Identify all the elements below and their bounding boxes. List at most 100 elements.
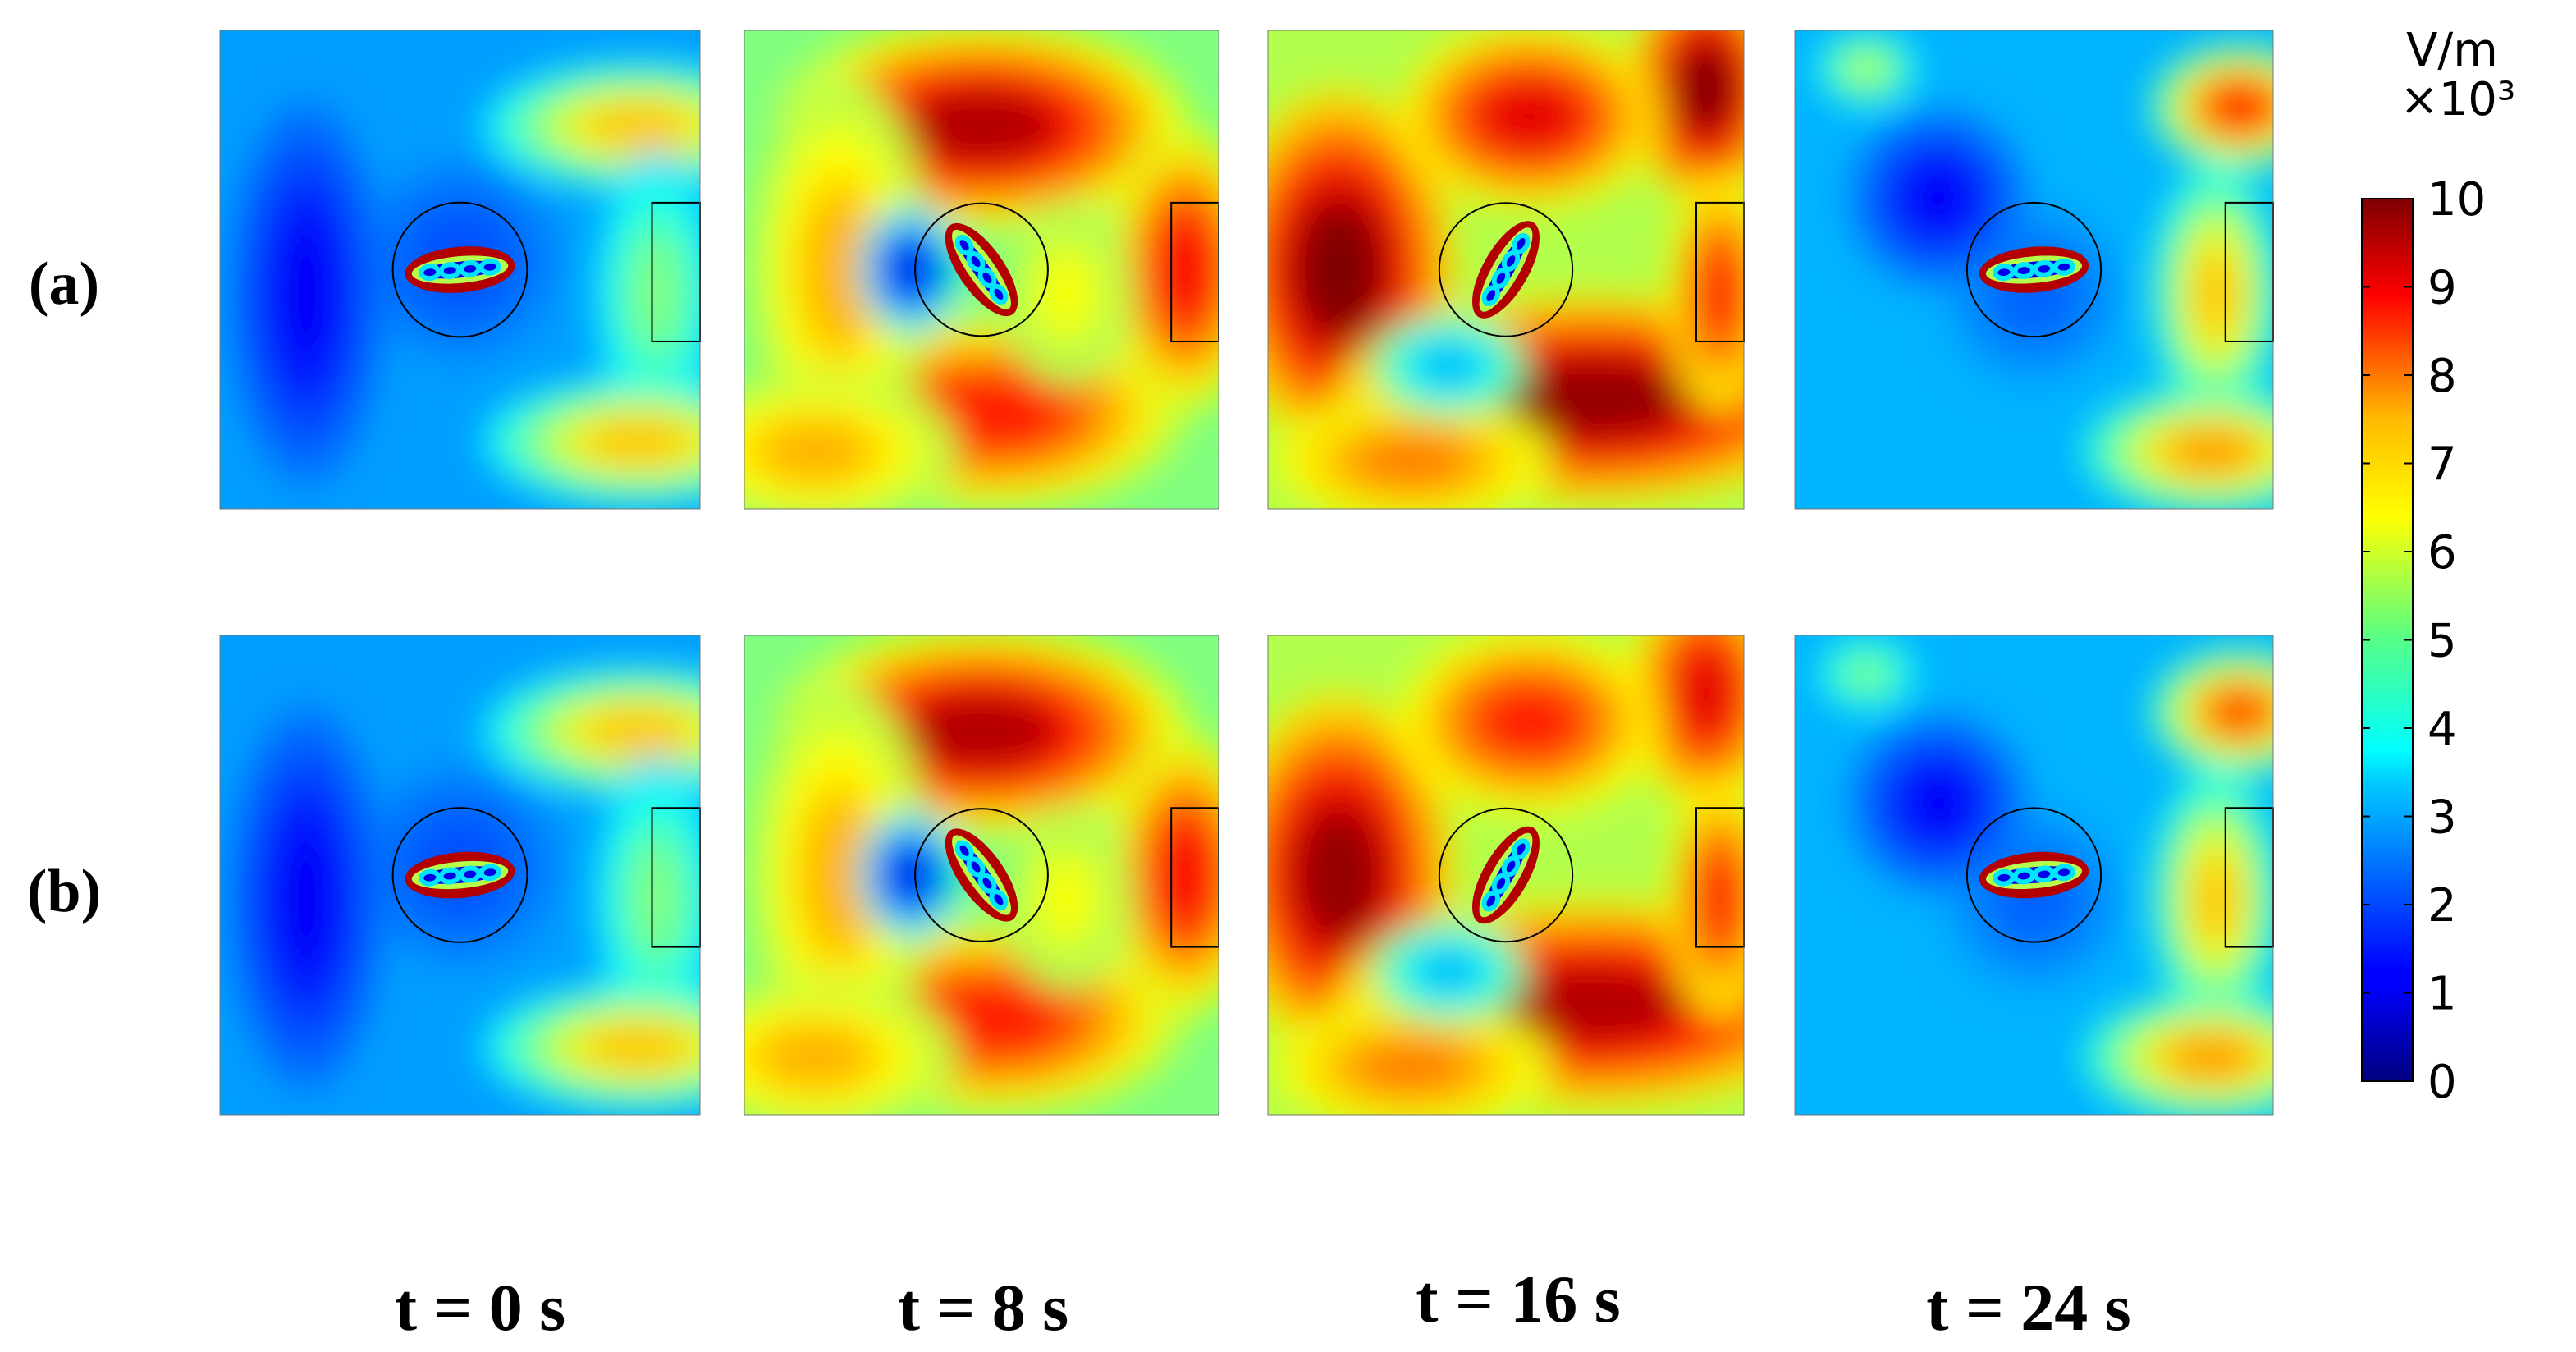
col-label-t8: t = 8 s: [898, 1270, 1068, 1345]
central-object: [1979, 246, 2089, 293]
field-blob: [579, 418, 696, 466]
field-blob: [1420, 951, 1478, 991]
panel-border: [1267, 635, 1745, 1116]
colorbar-tick-label: 9: [2427, 262, 2457, 315]
field-blob: [1482, 688, 1577, 755]
colorbar-tick-label: 8: [2427, 350, 2457, 403]
central-object: [1979, 851, 2089, 899]
field-blob: [1847, 659, 1886, 689]
field-panel-b-col2: [744, 635, 1219, 1116]
panel-border: [744, 30, 1219, 510]
colorbar-tick-label: 3: [2427, 791, 2457, 845]
row-label-b: (b): [27, 858, 101, 925]
field-blob: [633, 846, 681, 952]
field-blob: [633, 241, 681, 346]
central-object: [405, 246, 515, 293]
field-blob: [1358, 437, 1463, 485]
field-blob: [891, 245, 930, 294]
field-blob: [2191, 245, 2240, 341]
colorbar-tick-label: 2: [2427, 879, 2457, 933]
field-blob: [1156, 822, 1215, 928]
field-blob: [1043, 259, 1091, 328]
panel-border: [1267, 30, 1745, 510]
field-blob: [579, 707, 696, 755]
domain-circle: [391, 201, 528, 338]
field-blob: [1420, 346, 1478, 385]
field-blob: [763, 423, 868, 481]
field-blob: [1905, 769, 1972, 837]
field-blob: [919, 983, 1063, 1055]
colorbar-unit: V/m: [2406, 24, 2498, 77]
colorbar-tick-label: 7: [2427, 438, 2457, 492]
field-blob: [2206, 688, 2273, 736]
col-label-t0: t = 0 s: [395, 1270, 565, 1345]
field-blob: [277, 827, 336, 971]
domain-circle: [1438, 202, 1574, 337]
field-panel-b-col4: [1794, 635, 2274, 1116]
field-blob: [806, 803, 873, 947]
field-blob: [1700, 250, 1740, 337]
field-blob: [277, 222, 336, 366]
field-blob: [1156, 217, 1215, 323]
colorbar-tick-label: 1: [2427, 968, 2457, 1021]
central-object: [945, 828, 1018, 922]
field-blob: [1496, 360, 1687, 438]
col-label-t24: t = 24 s: [1926, 1270, 2130, 1345]
colorbar-gradient: [2361, 198, 2414, 1082]
domain-circle: [1965, 201, 2102, 338]
field-blob: [1043, 865, 1091, 933]
field-blob: [1482, 83, 1577, 150]
field-blob: [1677, 649, 1735, 736]
field-blob: [891, 850, 930, 900]
central-object: [1472, 826, 1540, 924]
field-blob: [2162, 427, 2259, 476]
field-blob: [2191, 850, 2240, 947]
field-blob: [1677, 44, 1735, 131]
field-blob: [1296, 808, 1383, 942]
colorbar-tick-label: 6: [2427, 526, 2457, 580]
field-blob: [2206, 83, 2273, 131]
field-blob: [579, 1024, 696, 1072]
row-label-a: (a): [29, 250, 99, 318]
field-blob: [1700, 855, 1740, 942]
central-object: [405, 851, 515, 899]
domain-circle: [391, 807, 528, 943]
field-blob: [1847, 54, 1886, 84]
field-panel-a-col3: [1267, 30, 1745, 510]
panel-border: [744, 635, 1219, 1116]
field-panel-b-col3: [1267, 635, 1745, 1116]
field-panel-b-col1: [219, 635, 701, 1116]
field-blob: [579, 102, 696, 150]
field-panel-a-col4: [1794, 30, 2274, 510]
field-blob: [1496, 965, 1687, 1043]
field-blob: [905, 87, 1058, 165]
domain-circle: [914, 202, 1049, 337]
panel-border: [219, 635, 701, 1116]
colorbar-tick-label: 10: [2427, 173, 2486, 227]
colorbar-tick-label: 5: [2427, 615, 2457, 668]
colorbar-tick-label: 0: [2427, 1056, 2457, 1109]
panels-layer: [219, 30, 2274, 1116]
central-object: [945, 222, 1018, 317]
field-blob: [919, 377, 1063, 450]
panel-border: [219, 30, 701, 510]
panel-border: [1794, 635, 2274, 1116]
domain-circle: [1438, 807, 1574, 943]
field-blob: [806, 198, 873, 341]
field-panel-a-col1: [219, 30, 701, 510]
field-blob: [1358, 1043, 1463, 1091]
field-blob: [2162, 1033, 2259, 1082]
field-panel-a-col2: [744, 30, 1219, 510]
colorbar-multiplier: ×10³: [2400, 73, 2516, 126]
col-label-t16: t = 16 s: [1416, 1262, 1620, 1336]
domain-circle: [914, 808, 1049, 942]
central-object: [1472, 221, 1540, 319]
panel-border: [1794, 30, 2274, 510]
field-blob: [1296, 202, 1383, 337]
field-blob: [763, 1028, 868, 1086]
field-blob: [905, 693, 1058, 770]
domain-circle: [1965, 807, 2102, 943]
